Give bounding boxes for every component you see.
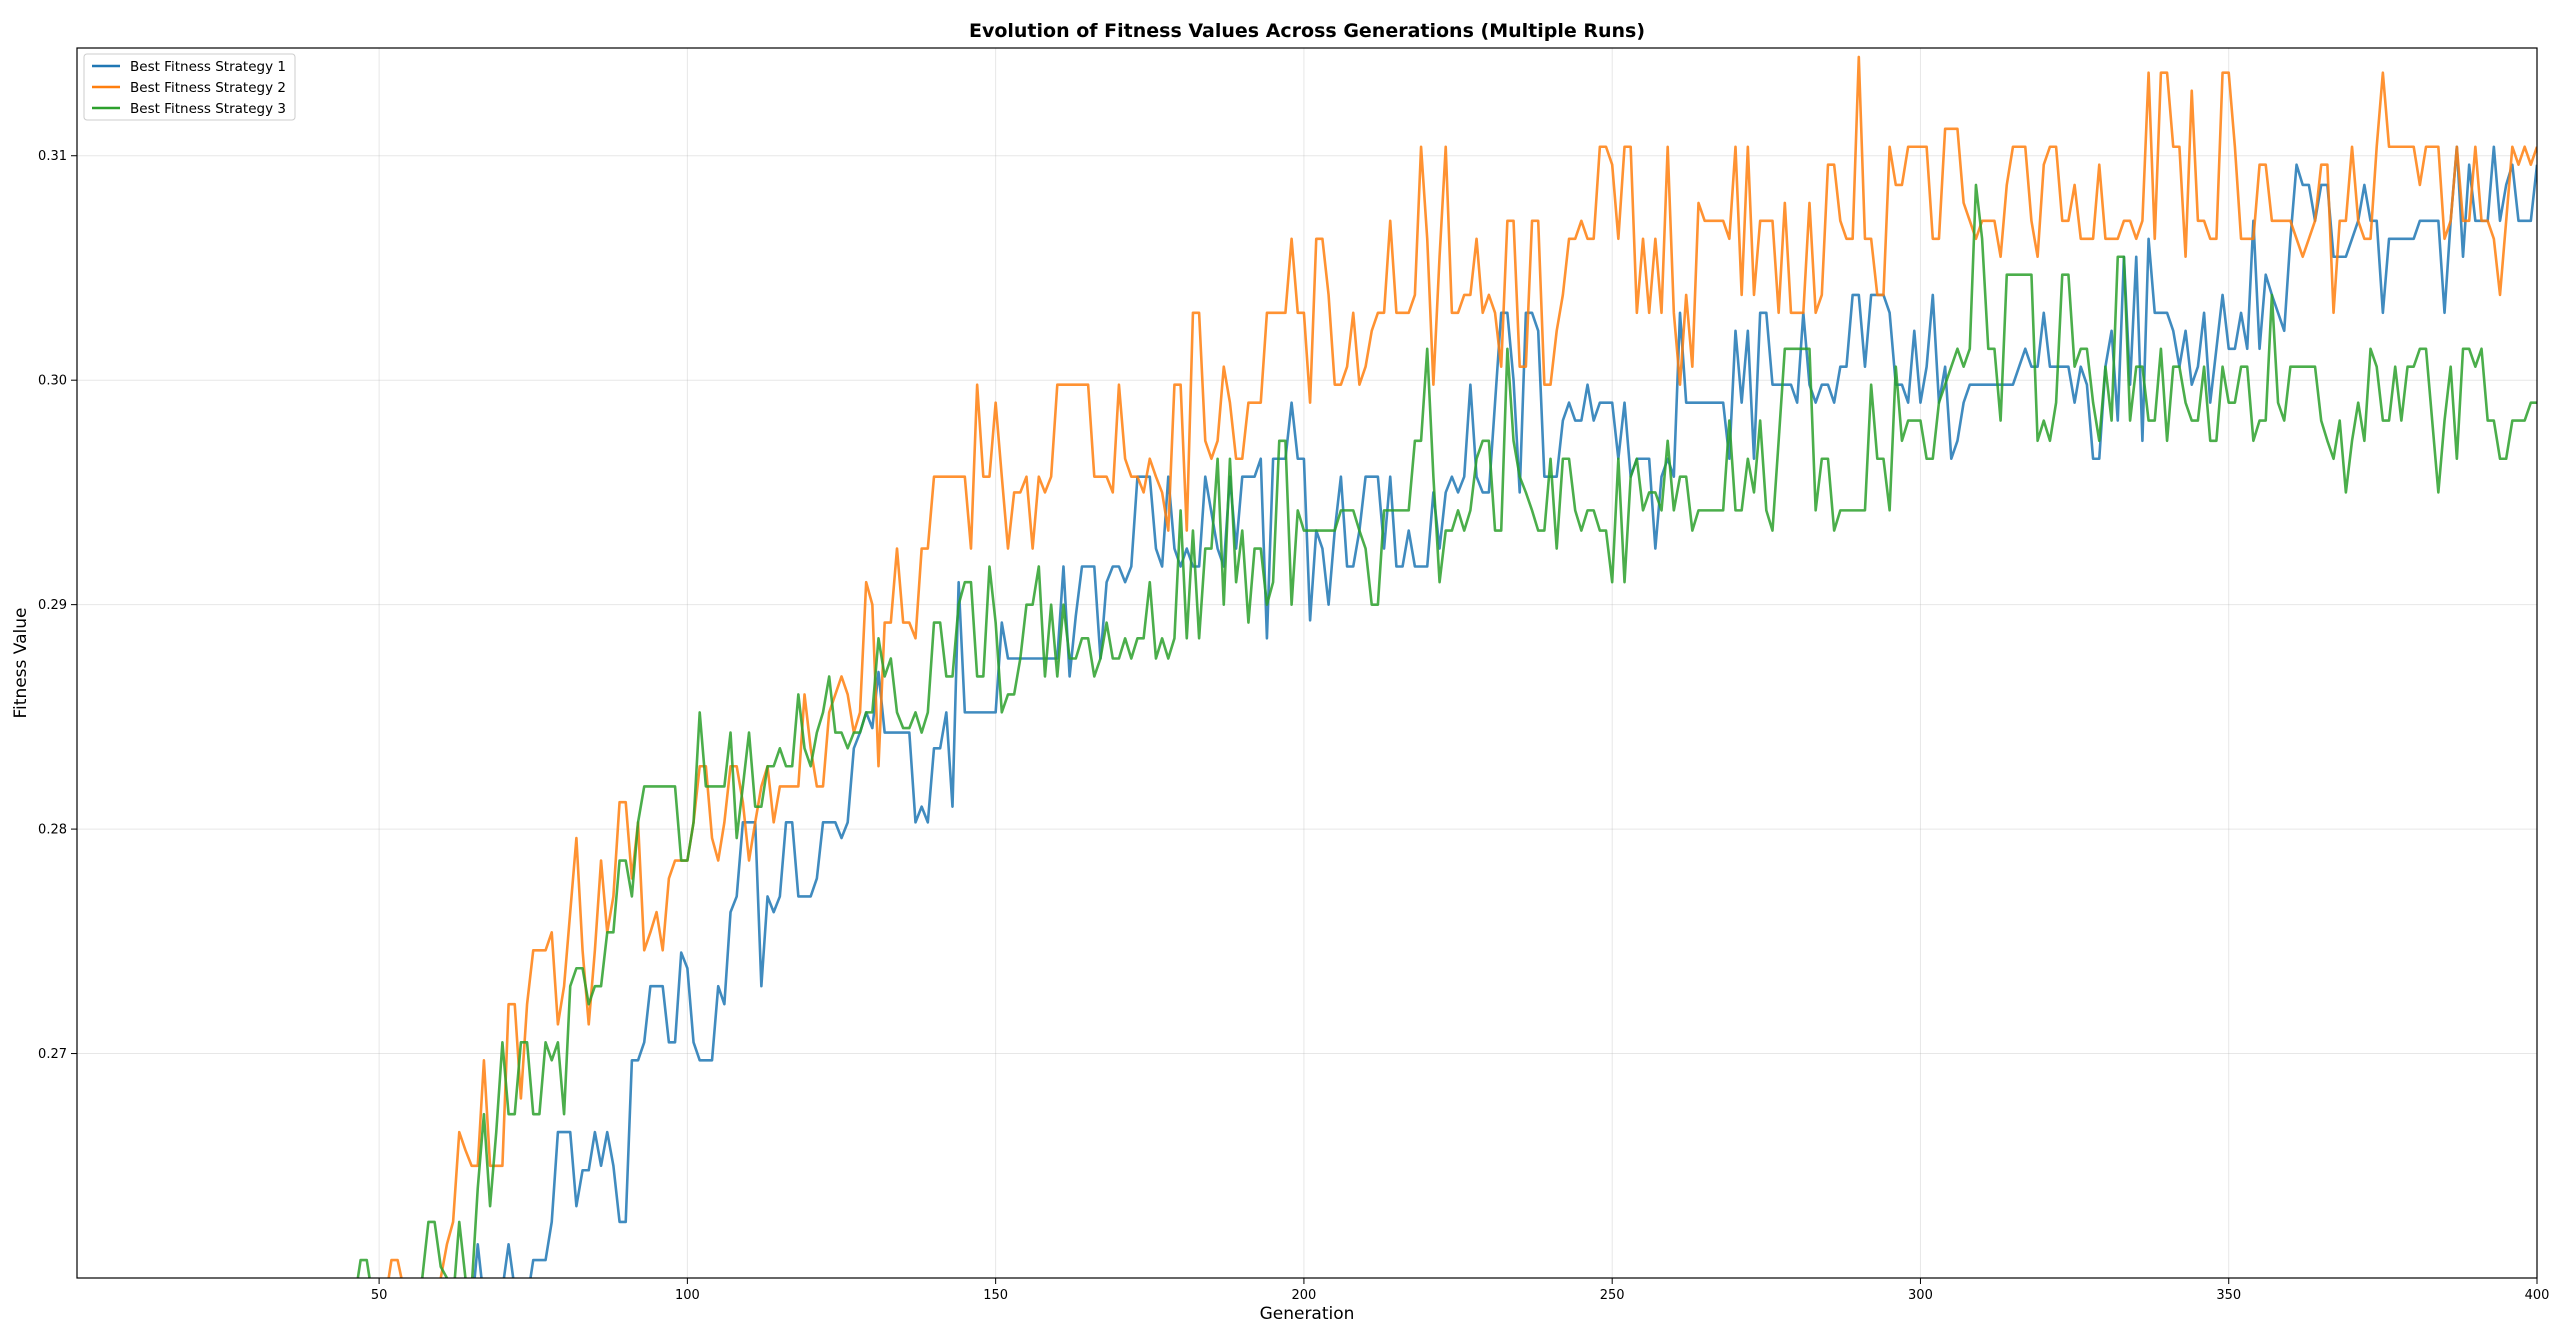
legend-box [83, 53, 296, 121]
y-tick-label: 0.27 [38, 1047, 67, 1062]
x-tick-label: 200 [1292, 1288, 1317, 1303]
plot-frame [76, 47, 2538, 1279]
x-tick: 400 [2525, 1278, 2550, 1303]
x-axis: 50 100 150 200 250 300 350 400 [371, 1278, 2550, 1303]
x-axis-label: Generation [1260, 1304, 1355, 1324]
legend-label: Best Fitness Strategy 2 [130, 80, 286, 96]
legend-label: Best Fitness Strategy 3 [130, 101, 286, 117]
legend-item-strategy-1: Best Fitness Strategy 1 [92, 59, 286, 75]
y-tick-label: 0.29 [38, 598, 67, 613]
y-tick-label: 0.31 [38, 149, 67, 164]
series-line-strategy-3 [356, 183, 2537, 1278]
chart-title: Evolution of Fitness Values Across Gener… [969, 20, 1645, 42]
x-tick-label: 400 [2525, 1288, 2550, 1303]
legend-label: Best Fitness Strategy 1 [130, 59, 286, 75]
y-tick-label: 0.30 [38, 374, 67, 389]
x-tick: 50 [371, 1278, 388, 1303]
x-tick: 250 [1600, 1278, 1625, 1303]
x-tick: 350 [2216, 1278, 2241, 1303]
y-tick-label: 0.28 [38, 823, 67, 838]
y-tick: 0.29 [38, 598, 77, 613]
y-axis: 0.27 0.28 0.29 0.30 0.31 [38, 149, 77, 1062]
y-tick: 0.30 [38, 374, 77, 389]
x-tick-label: 350 [2216, 1288, 2241, 1303]
x-tick-label: 100 [675, 1288, 700, 1303]
x-tick-label: 150 [983, 1288, 1008, 1303]
y-tick: 0.28 [38, 823, 77, 838]
x-tick: 300 [1908, 1278, 1933, 1303]
y-axis-label: Fitness Value [11, 608, 31, 719]
x-tick-label: 50 [371, 1288, 388, 1303]
legend-item-strategy-3: Best Fitness Strategy 3 [92, 101, 286, 117]
x-tick: 150 [983, 1278, 1008, 1303]
grid-lines [77, 48, 2538, 1278]
x-tick-label: 250 [1600, 1288, 1625, 1303]
x-tick: 100 [675, 1278, 700, 1303]
y-tick: 0.27 [38, 1047, 77, 1062]
x-tick: 200 [1292, 1278, 1317, 1303]
legend: Best Fitness Strategy 1 Best Fitness Stra… [83, 53, 296, 121]
series-layer [356, 55, 2537, 1278]
y-tick: 0.31 [38, 149, 77, 164]
x-tick-label: 300 [1908, 1288, 1933, 1303]
series-line-strategy-1 [473, 145, 2537, 1278]
legend-item-strategy-2: Best Fitness Strategy 2 [92, 80, 286, 96]
